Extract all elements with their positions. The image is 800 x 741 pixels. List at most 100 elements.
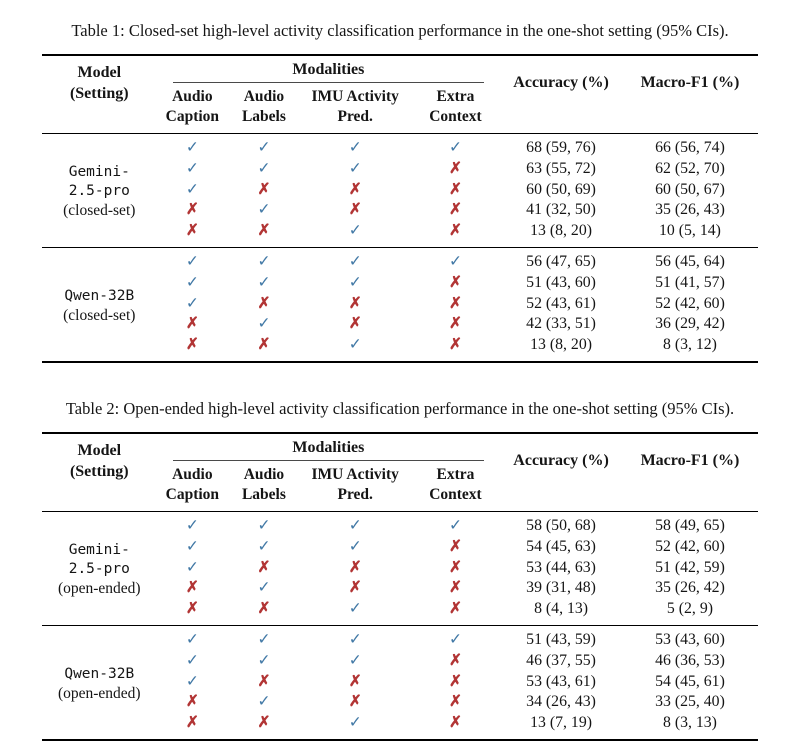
- mark-audio-caption: ✓: [185, 273, 199, 291]
- mark-audio-labels: ✗: [257, 180, 271, 198]
- mark-imu-activity: ✓: [348, 252, 362, 270]
- mark-extra-context: ✓: [448, 252, 462, 270]
- accuracy-value: 39 (31, 48): [526, 579, 596, 597]
- mark-imu-activity: ✗: [348, 672, 362, 690]
- accuracy-value: 34 (26, 43): [526, 693, 596, 711]
- table-2-open-ended: Model (Setting) Modalities Accuracy (%) …: [42, 431, 758, 741]
- mark-audio-caption: ✗: [185, 693, 199, 711]
- subheader-line: Context: [429, 108, 482, 125]
- table-row: ✗ ✗ ✓ ✗ 13 (8, 20) 8 (3, 12): [42, 335, 758, 362]
- mark-imu-activity: ✓: [348, 600, 362, 618]
- model-group-gemini-closed: Gemini- 2.5-pro (closed-set) ✓ ✓ ✓ ✓ 68 …: [42, 133, 758, 248]
- mark-audio-labels: ✓: [257, 159, 271, 177]
- model-name-line: Gemini-: [68, 542, 130, 559]
- subheader-line: Audio: [172, 465, 213, 483]
- model-header-line2: (Setting): [69, 462, 129, 480]
- table-2-section: Table 2: Open-ended high-level activity …: [0, 399, 800, 741]
- accuracy-value: 8 (4, 13): [534, 600, 589, 618]
- mark-audio-labels: ✗: [257, 600, 271, 618]
- mark-imu-activity: ✓: [348, 537, 362, 555]
- accuracy-value: 41 (32, 50): [526, 201, 596, 219]
- mark-extra-context: ✗: [448, 294, 462, 312]
- table-1-closed-set: Model (Setting) Modalities Accuracy (%) …: [42, 54, 758, 363]
- macro-f1-value: 46 (36, 53): [655, 651, 725, 669]
- table-row: Gemini- 2.5-pro (open-ended) ✓ ✓ ✓ ✓ 58 …: [42, 511, 758, 597]
- mark-audio-caption: ✓: [185, 252, 199, 270]
- accuracy-value: 53 (43, 61): [526, 672, 596, 690]
- mark-audio-caption: ✓: [185, 139, 199, 156]
- mark-extra-context: ✗: [448, 651, 462, 669]
- mark-extra-context: ✓: [448, 516, 462, 534]
- model-cell: Gemini- 2.5-pro (open-ended): [42, 511, 157, 625]
- model-setting: (open-ended): [57, 580, 141, 598]
- mark-imu-activity: ✓: [348, 516, 362, 534]
- mark-audio-labels: ✓: [257, 693, 271, 711]
- mark-extra-context: ✗: [448, 180, 462, 198]
- subheader-line: Labels: [241, 108, 286, 125]
- extra-context-column-header: Extra Context: [411, 461, 501, 512]
- model-header-line1: Model: [77, 64, 122, 81]
- table-row: ✗ ✓ ✗ ✗ 34 (26, 43) 33 (25, 40): [42, 692, 758, 713]
- extra-context-column-header: Extra Context: [411, 83, 501, 134]
- mark-audio-labels: ✓: [257, 273, 271, 291]
- table-row: ✓ ✓ ✓ ✗ 46 (37, 55) 46 (36, 53): [42, 651, 758, 672]
- table-row: ✗ ✓ ✗ ✗ 39 (31, 48) 35 (26, 42): [42, 578, 758, 599]
- macro-f1-value: 35 (26, 42): [655, 579, 725, 597]
- table-row: ✗ ✓ ✗ ✗ 42 (33, 51) 36 (29, 42): [42, 314, 758, 335]
- subheader-line: IMU Activity: [311, 88, 399, 105]
- mark-imu-activity: ✓: [348, 273, 362, 291]
- mark-audio-caption: ✓: [185, 180, 199, 198]
- model-group-gemini-open: Gemini- 2.5-pro (open-ended) ✓ ✓ ✓ ✓ 58 …: [42, 511, 758, 625]
- mark-imu-activity: ✓: [348, 159, 362, 177]
- mark-imu-activity: ✗: [348, 579, 362, 597]
- table-row: ✗ ✓ ✗ ✗ 41 (32, 50) 35 (26, 43): [42, 200, 758, 221]
- mark-audio-caption: ✗: [185, 600, 199, 618]
- mark-extra-context: ✗: [448, 714, 462, 732]
- accuracy-value: 46 (37, 55): [526, 651, 596, 669]
- table-row: ✓ ✗ ✗ ✗ 53 (43, 61) 54 (45, 61): [42, 672, 758, 693]
- audio-caption-column-header: Audio Caption: [157, 83, 229, 134]
- subheader-line: Caption: [165, 485, 220, 503]
- mark-extra-context: ✗: [448, 159, 462, 177]
- mark-audio-caption: ✓: [185, 159, 199, 177]
- macro-f1-value: 52 (42, 60): [655, 294, 725, 312]
- subheader-line: Audio: [243, 465, 285, 483]
- mark-audio-labels: ✗: [257, 222, 271, 240]
- table-row: ✓ ✗ ✗ ✗ 53 (44, 63) 51 (42, 59): [42, 558, 758, 579]
- accuracy-value: 54 (45, 63): [526, 537, 596, 555]
- macro-f1-value: 8 (3, 13): [662, 714, 717, 732]
- subheader-line: Pred.: [337, 108, 373, 125]
- model-name-line: Gemini-: [68, 164, 130, 181]
- model-group-qwen-closed: Qwen-32B (closed-set) ✓ ✓ ✓ ✓ 56 (47, 65…: [42, 247, 758, 361]
- mark-audio-caption: ✓: [185, 651, 199, 669]
- mark-imu-activity: ✓: [348, 714, 362, 732]
- mark-audio-labels: ✓: [257, 201, 271, 219]
- audio-labels-column-header: Audio Labels: [228, 461, 300, 512]
- accuracy-value: 13 (8, 20): [530, 336, 592, 354]
- mark-imu-activity: ✗: [348, 693, 362, 711]
- mark-extra-context: ✓: [448, 630, 462, 648]
- mark-extra-context: ✗: [448, 579, 462, 597]
- macro-f1-value: 5 (2, 9): [666, 600, 713, 618]
- model-cell: Qwen-32B (closed-set): [42, 247, 157, 361]
- mark-imu-activity: ✓: [348, 139, 362, 156]
- macro-f1-value: 51 (42, 59): [655, 558, 725, 576]
- macro-f1-value: 66 (56, 74): [655, 139, 725, 156]
- mark-audio-labels: ✗: [257, 672, 271, 690]
- mark-audio-labels: ✓: [257, 630, 271, 648]
- mark-extra-context: ✗: [448, 222, 462, 240]
- mark-audio-labels: ✗: [257, 558, 271, 576]
- macro-f1-value: 51 (41, 57): [655, 273, 725, 291]
- accuracy-value: 52 (43, 61): [526, 294, 596, 312]
- subheader-line: Audio: [243, 88, 285, 105]
- model-setting: (closed-set): [63, 202, 136, 220]
- accuracy-value: 63 (55, 72): [526, 159, 596, 177]
- table-row: ✓ ✓ ✓ ✗ 51 (43, 60) 51 (41, 57): [42, 273, 758, 294]
- accuracy-column-header: Accuracy (%): [513, 74, 609, 91]
- model-setting: (open-ended): [57, 684, 141, 702]
- mark-audio-labels: ✗: [257, 714, 271, 732]
- model-name-line: Qwen-32B: [64, 665, 135, 682]
- accuracy-value: 60 (50, 69): [526, 180, 596, 198]
- mark-audio-caption: ✗: [185, 336, 199, 354]
